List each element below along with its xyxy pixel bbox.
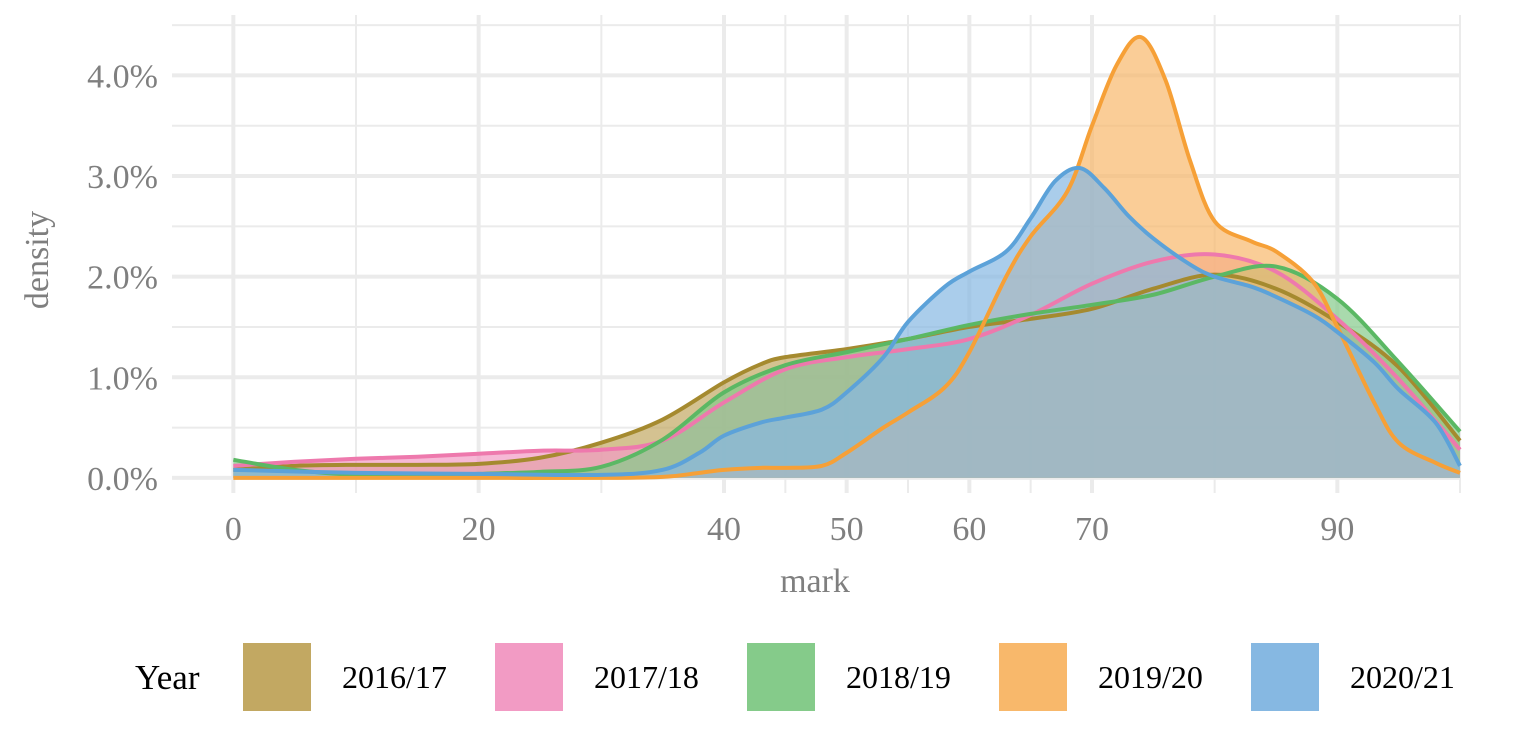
y-tick-labels: 0.0% 1.0% 2.0% 3.0% 4.0% bbox=[87, 58, 158, 498]
line-2020-21 bbox=[233, 165, 1462, 478]
x-axis-title: mark bbox=[780, 563, 850, 600]
legend-label-2019-20: 2019/20 bbox=[1098, 659, 1203, 695]
y-tick-label: 3.0% bbox=[87, 159, 158, 196]
x-tick-labels: 0 20 40 50 60 70 90 bbox=[225, 511, 1355, 548]
area-2020-21 bbox=[233, 167, 1461, 478]
legend-swatch-2018-19 bbox=[747, 643, 815, 711]
x-tick-label: 60 bbox=[952, 511, 986, 548]
legend-title: Year bbox=[135, 658, 200, 697]
y-tick-label: 0.0% bbox=[87, 461, 158, 498]
y-axis-title: density bbox=[19, 211, 56, 309]
y-tick-label: 1.0% bbox=[87, 360, 158, 397]
legend-label-2016-17: 2016/17 bbox=[342, 659, 447, 695]
line-2019-20 bbox=[233, 35, 1461, 480]
legend-swatch-2020-21 bbox=[1251, 643, 1319, 711]
legend: Year 2016/17 2017/18 2018/19 2019/20 2020/21 bbox=[135, 643, 1455, 711]
x-tick-label: 0 bbox=[225, 511, 242, 548]
legend-swatch-2017-18 bbox=[495, 643, 563, 711]
legend-label-2018-19: 2018/19 bbox=[846, 659, 951, 695]
line-2016-17 bbox=[233, 272, 1462, 472]
x-tick-label: 50 bbox=[830, 511, 864, 548]
legend-swatch-2019-20 bbox=[999, 643, 1067, 711]
y-tick-label: 4.0% bbox=[87, 58, 158, 95]
y-tick-label: 2.0% bbox=[87, 260, 158, 297]
x-tick-label: 20 bbox=[462, 511, 496, 548]
x-tick-label: 70 bbox=[1075, 511, 1109, 548]
x-tick-label: 40 bbox=[707, 511, 741, 548]
legend-label-2020-21: 2020/21 bbox=[1350, 659, 1455, 695]
density-areas bbox=[233, 36, 1461, 478]
x-tick-label: 90 bbox=[1320, 511, 1354, 548]
legend-label-2017-18: 2017/18 bbox=[594, 659, 699, 695]
legend-swatch-2016-17 bbox=[243, 643, 311, 711]
density-lines bbox=[233, 35, 1462, 480]
line-2017-18 bbox=[233, 252, 1462, 468]
legend-items: 2016/17 2017/18 2018/19 2019/20 2020/21 bbox=[243, 643, 1455, 711]
